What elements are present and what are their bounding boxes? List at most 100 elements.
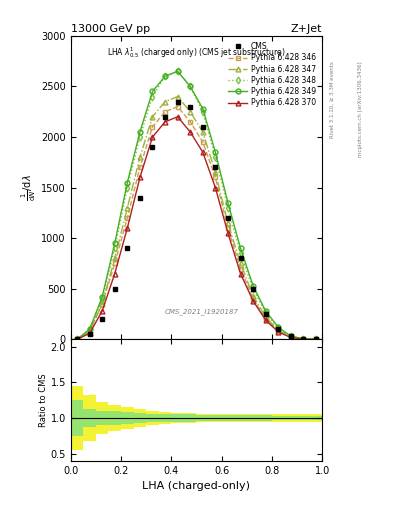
Pythia 6.428 347	[112, 255, 117, 262]
Pythia 6.428 347	[263, 314, 268, 320]
Pythia 6.428 349	[238, 245, 243, 251]
Pythia 6.428 349	[112, 240, 117, 246]
Pythia 6.428 348	[314, 336, 318, 343]
Pythia 6.428 347	[175, 94, 180, 100]
Pythia 6.428 347	[251, 293, 255, 299]
Pythia 6.428 349	[75, 336, 79, 343]
CMS	[238, 255, 243, 262]
Pythia 6.428 347	[301, 336, 306, 342]
CMS	[163, 114, 167, 120]
Pythia 6.428 346	[175, 103, 180, 110]
Text: Z+Jet: Z+Jet	[291, 24, 322, 34]
Pythia 6.428 347	[276, 327, 281, 333]
Pythia 6.428 346	[301, 336, 306, 342]
Pythia 6.428 347	[200, 129, 205, 135]
Pythia 6.428 349	[87, 326, 92, 332]
CMS	[213, 164, 218, 170]
Y-axis label: Ratio to CMS: Ratio to CMS	[39, 373, 48, 427]
Pythia 6.428 349	[301, 336, 306, 342]
Pythia 6.428 346	[125, 215, 130, 221]
Line: Pythia 6.428 347: Pythia 6.428 347	[75, 94, 318, 342]
Pythia 6.428 370	[150, 134, 155, 140]
Pythia 6.428 348	[238, 250, 243, 257]
Pythia 6.428 370	[301, 336, 306, 342]
Pythia 6.428 349	[138, 129, 142, 135]
Pythia 6.428 346	[213, 175, 218, 181]
Pythia 6.428 347	[138, 154, 142, 160]
CMS	[175, 98, 180, 104]
Pythia 6.428 346	[100, 301, 105, 307]
Pythia 6.428 370	[75, 336, 79, 343]
Pythia 6.428 370	[288, 334, 293, 340]
Pythia 6.428 346	[226, 225, 230, 231]
Pythia 6.428 349	[263, 308, 268, 314]
Line: Pythia 6.428 370: Pythia 6.428 370	[75, 114, 318, 342]
CMS	[251, 286, 255, 292]
Pythia 6.428 348	[125, 184, 130, 190]
Pythia 6.428 347	[213, 169, 218, 176]
Pythia 6.428 349	[100, 294, 105, 300]
Pythia 6.428 349	[200, 105, 205, 112]
Pythia 6.428 348	[263, 310, 268, 316]
CMS	[263, 311, 268, 317]
Pythia 6.428 348	[75, 336, 79, 343]
Pythia 6.428 349	[213, 149, 218, 155]
CMS	[138, 195, 142, 201]
Pythia 6.428 348	[150, 94, 155, 100]
Pythia 6.428 348	[226, 205, 230, 211]
Pythia 6.428 370	[251, 298, 255, 304]
Pythia 6.428 370	[314, 336, 318, 343]
Pythia 6.428 349	[251, 283, 255, 289]
Pythia 6.428 346	[138, 164, 142, 170]
Pythia 6.428 370	[112, 270, 117, 276]
Pythia 6.428 370	[163, 119, 167, 125]
Pythia 6.428 370	[138, 175, 142, 181]
Pythia 6.428 349	[150, 89, 155, 95]
Pythia 6.428 348	[213, 154, 218, 160]
Pythia 6.428 347	[238, 261, 243, 267]
Pythia 6.428 346	[288, 334, 293, 340]
Pythia 6.428 348	[200, 109, 205, 115]
Pythia 6.428 348	[100, 296, 105, 302]
Pythia 6.428 346	[188, 119, 193, 125]
Line: Pythia 6.428 348: Pythia 6.428 348	[75, 69, 318, 342]
Pythia 6.428 349	[125, 180, 130, 186]
Pythia 6.428 347	[150, 114, 155, 120]
Pythia 6.428 349	[188, 83, 193, 90]
CMS	[150, 144, 155, 150]
Pythia 6.428 347	[314, 336, 318, 343]
Pythia 6.428 347	[125, 205, 130, 211]
Pythia 6.428 370	[226, 230, 230, 236]
Pythia 6.428 348	[288, 333, 293, 339]
CMS	[200, 124, 205, 130]
Pythia 6.428 349	[314, 336, 318, 343]
Y-axis label: $\frac{1}{\mathrm{d}N} / \mathrm{d}\lambda$: $\frac{1}{\mathrm{d}N} / \mathrm{d}\lamb…	[20, 174, 39, 201]
Pythia 6.428 349	[226, 200, 230, 206]
CMS	[188, 103, 193, 110]
Text: 13000 GeV pp: 13000 GeV pp	[71, 24, 150, 34]
Pythia 6.428 349	[288, 333, 293, 339]
Pythia 6.428 348	[301, 336, 306, 342]
CMS	[125, 245, 130, 251]
Pythia 6.428 346	[263, 316, 268, 322]
Text: mcplots.cern.ch [arXiv:1306.3436]: mcplots.cern.ch [arXiv:1306.3436]	[358, 61, 363, 157]
CMS	[226, 215, 230, 221]
Pythia 6.428 349	[163, 73, 167, 79]
Pythia 6.428 348	[188, 83, 193, 90]
Pythia 6.428 347	[87, 328, 92, 334]
CMS	[314, 336, 318, 343]
Pythia 6.428 348	[87, 326, 92, 332]
Pythia 6.428 348	[112, 245, 117, 251]
CMS	[276, 326, 281, 332]
Pythia 6.428 348	[251, 286, 255, 292]
Pythia 6.428 346	[314, 336, 318, 343]
Pythia 6.428 346	[87, 328, 92, 334]
Pythia 6.428 347	[226, 220, 230, 226]
Pythia 6.428 346	[251, 296, 255, 302]
CMS	[112, 286, 117, 292]
Pythia 6.428 348	[138, 134, 142, 140]
Pythia 6.428 349	[175, 68, 180, 74]
Pythia 6.428 349	[276, 324, 281, 330]
Pythia 6.428 347	[163, 98, 167, 104]
Text: CMS_2021_I1920187: CMS_2021_I1920187	[165, 308, 239, 315]
